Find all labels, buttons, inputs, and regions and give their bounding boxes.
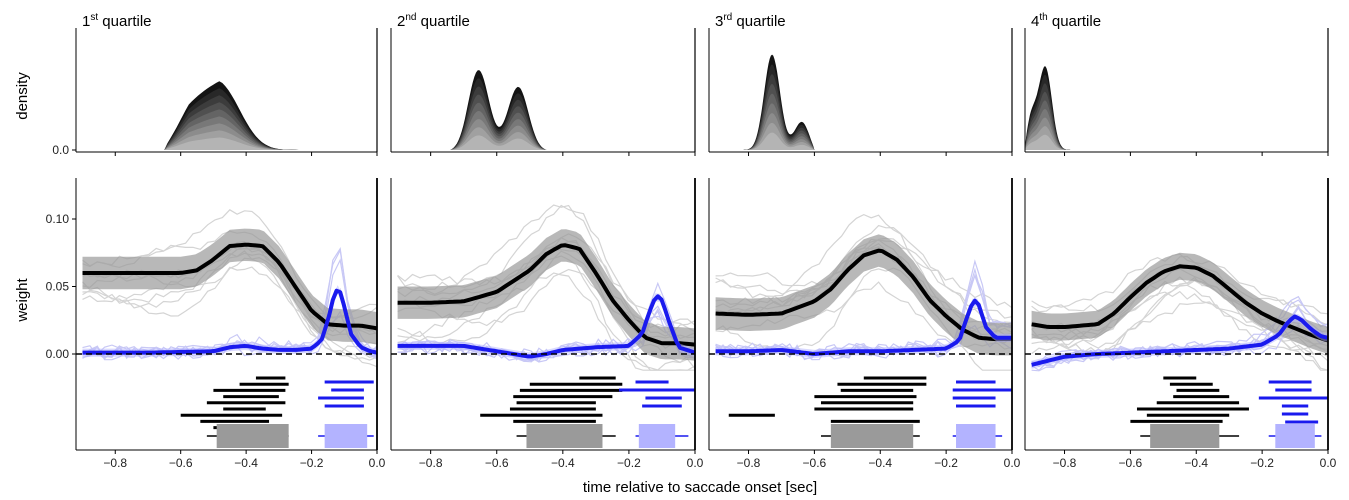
panel-title: 1st quartile — [82, 12, 152, 30]
density-ridge-8 — [741, 122, 815, 150]
weight-plot — [76, 209, 378, 448]
weight-plot — [1025, 252, 1329, 448]
series-mean-line-black — [1031, 264, 1329, 343]
summary-box-box_blue — [638, 424, 676, 448]
density-ridges — [164, 81, 348, 150]
weight-x-tick-label: 0.0 — [1320, 456, 1337, 470]
weight-x-tick-label: −0.4 — [868, 456, 892, 470]
panel-title-number: 3 — [715, 13, 723, 30]
panel-4: 4th quartile −0.8 −0.6 −0.4 −0.2 0.0 — [1024, 12, 1337, 470]
panel-title: 2nd quartile — [397, 12, 470, 30]
weight-x-tick-label: −0.4 — [234, 456, 258, 470]
summary-box-box_black — [216, 424, 289, 448]
summary-box-box_blue — [1275, 424, 1315, 448]
weight-x-tick-label: 0.0 — [369, 456, 386, 470]
weight-x-tick-label: −0.6 — [485, 456, 509, 470]
density-ridges — [741, 54, 815, 150]
weight-x-tick-label: −0.8 — [737, 456, 761, 470]
weight-x-tick-label: −0.8 — [419, 456, 443, 470]
panel-title-superscript: nd — [405, 12, 416, 23]
weight-x-tick-label: −0.6 — [1119, 456, 1143, 470]
individual-subject-line — [397, 272, 696, 371]
panel-title-text: quartile — [416, 13, 469, 30]
weight-plot — [391, 204, 696, 448]
density-ridge-9 — [1025, 134, 1085, 150]
summary-box-box_black — [526, 424, 603, 448]
panel-3: 3rd quartile −0.8 −0.6 −0.4 −0.2 0.0 — [708, 12, 1021, 470]
weight-x-tick-label: −0.8 — [1053, 456, 1077, 470]
weight-x-tick-label: −0.6 — [803, 456, 827, 470]
panel-2: 2nd quartile −0.8 −0.6 −0.4 −0.2 0.0 — [390, 12, 704, 470]
panel-title: 3rd quartile — [715, 12, 786, 30]
series-mean-line-blue — [1031, 314, 1329, 367]
weight-axis-title: weight — [14, 277, 31, 322]
density-ridge-9 — [450, 135, 547, 150]
weight-x-tick-label: −0.2 — [934, 456, 958, 470]
density-ridge-9 — [741, 132, 815, 150]
density-y-tick-label: 0.0 — [52, 143, 69, 157]
panel-title-text: quartile — [1048, 13, 1101, 30]
panel-title-number: 2 — [397, 13, 405, 30]
weight-x-tick-label: −0.2 — [300, 456, 324, 470]
weight-x-tick-label: −0.4 — [551, 456, 575, 470]
panel-title-superscript: rd — [723, 12, 732, 23]
weight-x-tick-label: −0.2 — [1250, 456, 1274, 470]
density-ridge-9 — [164, 137, 348, 150]
series-mean-line-black — [397, 243, 696, 347]
weight-x-tick-label: −0.2 — [617, 456, 641, 470]
series-ci-band-black — [1031, 252, 1328, 354]
panel-title-text: quartile — [732, 13, 785, 30]
weight-x-tick-label: −0.6 — [169, 456, 193, 470]
weight-plot — [709, 213, 1013, 448]
series-ci-band-blue — [82, 285, 377, 357]
x-axis-title: time relative to saccade onset [sec] — [583, 479, 817, 496]
panel-title-number: 4 — [1031, 13, 1039, 30]
density-ridges — [1025, 66, 1085, 150]
weight-y-tick-label: 0.10 — [46, 212, 70, 226]
series-ci-band-black — [715, 234, 1012, 356]
summary-box-box_black — [830, 424, 914, 448]
summary-box-box_black — [1150, 424, 1220, 448]
panel-title-superscript: th — [1039, 12, 1047, 23]
summary-box-box_blue — [956, 424, 996, 448]
weight-x-tick-label: −0.4 — [1184, 456, 1208, 470]
density-axis-title: density — [14, 72, 31, 120]
panel-title: 4th quartile — [1031, 12, 1101, 30]
panels-group: 1st quartile 0.0 −0.8 −0.6 −0.4 −0.2 0.0 0.00 0.… — [46, 12, 1337, 470]
weight-y-tick-label: 0.00 — [46, 347, 70, 361]
series-mean-line-blue — [715, 298, 1012, 356]
panel-1: 1st quartile 0.0 −0.8 −0.6 −0.4 −0.2 0.0 0.00 0.… — [46, 12, 386, 470]
panel-title-superscript: st — [90, 12, 98, 23]
individual-subject-line — [715, 224, 1013, 328]
summary-box-box_blue — [324, 424, 368, 448]
panel-title-number: 1 — [82, 13, 90, 30]
density-ridges — [450, 70, 547, 150]
series-ci-band-black — [82, 228, 377, 345]
series-ci-band-blue — [397, 293, 695, 361]
weight-x-tick-label: −0.8 — [103, 456, 127, 470]
weight-y-tick-label: 0.05 — [46, 280, 70, 294]
weight-x-tick-label: 0.0 — [687, 456, 704, 470]
panel-title-text: quartile — [98, 13, 151, 30]
series-mean-line-blue — [82, 288, 378, 355]
weight-x-tick-label: 0.0 — [1004, 456, 1021, 470]
